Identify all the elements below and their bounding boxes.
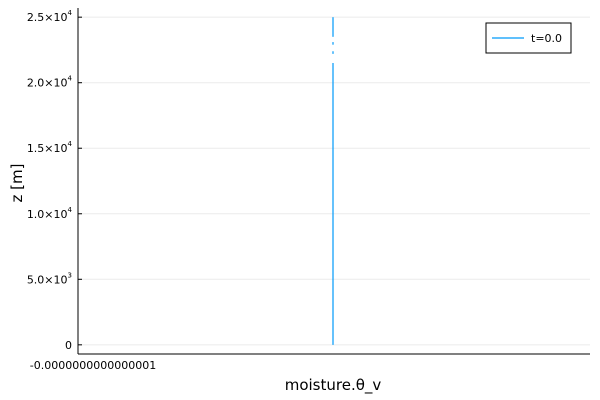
y-tick-exponent: 4 <box>68 206 73 214</box>
y-axis-title: z [m] <box>8 164 26 203</box>
y-tick-labels: 0 5.0×103 1.0×104 1.5×104 2.0×104 2.5×104 <box>27 9 82 352</box>
legend: t=0.0 <box>485 22 572 54</box>
y-tick-exponent: 4 <box>68 9 73 17</box>
y-tick-label: 2.5×104 <box>27 9 73 24</box>
y-tick-label: 2.0×104 <box>27 75 73 90</box>
x-tick-label: -0.0000000000000001 <box>30 359 156 372</box>
y-tick-label: 1.0×104 <box>27 206 73 221</box>
legend-label: t=0.0 <box>531 32 562 45</box>
y-tick-label: 0 <box>65 339 72 352</box>
y-tick-exponent: 3 <box>68 271 72 279</box>
x-axis-title: moisture.θ_v <box>285 376 382 395</box>
y-tick-exponent: 4 <box>68 140 73 148</box>
axes <box>77 8 590 355</box>
y-tick-exponent: 4 <box>68 75 73 83</box>
y-gridlines <box>78 16 590 346</box>
y-tick-label: 1.5×104 <box>27 140 73 155</box>
y-tick-label: 5.0×103 <box>27 271 72 286</box>
